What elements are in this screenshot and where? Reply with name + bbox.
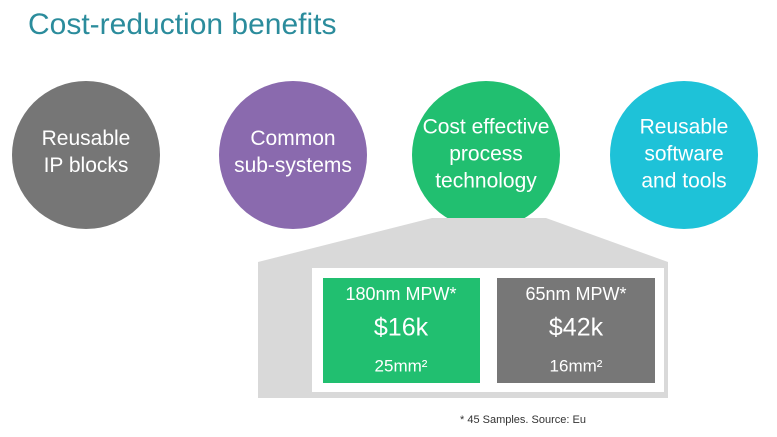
circle <box>610 81 758 229</box>
box-label: 65nm MPW* <box>525 284 626 304</box>
circle-label: technology <box>435 170 537 193</box>
box-price: $16k <box>374 314 429 342</box>
circle-label: Common <box>250 127 335 150</box>
circle-label: Reusable <box>42 127 131 150</box>
circle <box>12 81 160 229</box>
circle-label: sub-systems <box>234 154 352 177</box>
box-price: $42k <box>549 314 604 342</box>
circle-label: software <box>644 143 723 166</box>
box-area: 25mm² <box>375 356 428 375</box>
circle-label: process <box>449 143 523 166</box>
box-label: 180nm MPW* <box>345 284 456 304</box>
circle-label: IP blocks <box>44 154 129 177</box>
footnote: * 45 Samples. Source: Eu <box>460 414 586 426</box>
circle <box>219 81 367 229</box>
callout-wedge <box>258 218 668 262</box>
box-area: 16mm² <box>550 356 603 375</box>
circle-label: Reusable <box>640 116 729 139</box>
slide-title: Cost-reduction benefits <box>28 8 337 41</box>
box <box>323 278 480 383</box>
circle <box>412 81 560 229</box>
circle-label: and tools <box>641 170 726 193</box>
circle-label: Cost effective <box>423 116 550 139</box>
box <box>497 278 655 383</box>
